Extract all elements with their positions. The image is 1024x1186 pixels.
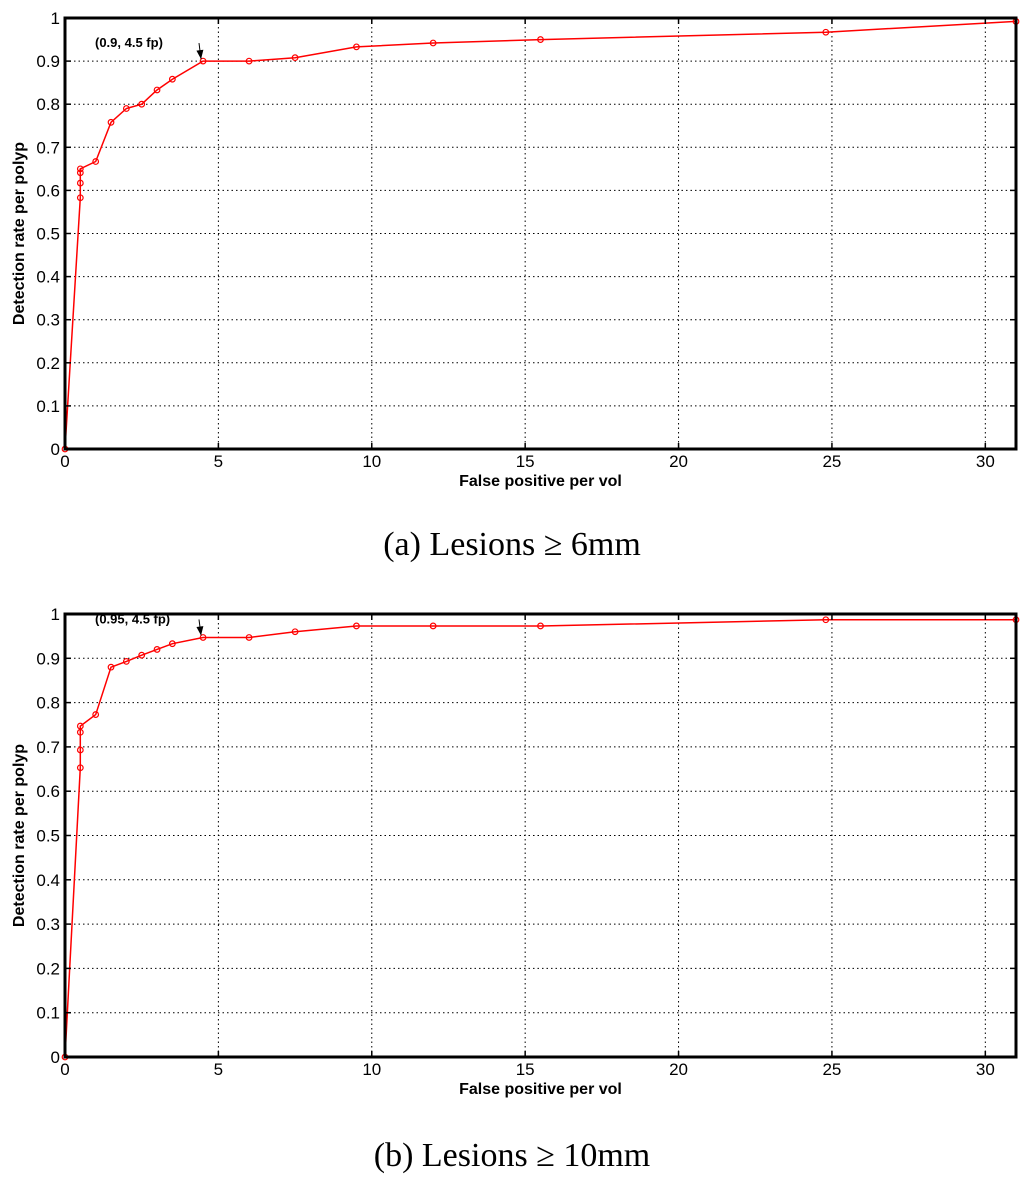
caption-a: (a) Lesions ≥ 6mm <box>383 526 641 563</box>
x-tick-label: 5 <box>214 1060 223 1079</box>
data-point <box>76 728 84 736</box>
y-tick-label: 0.5 <box>36 225 60 244</box>
x-axis-title: False positive per vol <box>459 1081 622 1098</box>
y-tick-label: 0.2 <box>36 959 60 978</box>
annotation-label: (0.9, 4.5 fp) <box>95 35 163 50</box>
x-tick-label: 25 <box>822 452 841 471</box>
data-point <box>138 651 146 659</box>
y-tick-label: 0.7 <box>36 138 60 157</box>
data-point <box>107 118 115 126</box>
data-point <box>76 165 84 173</box>
data-point <box>153 86 161 94</box>
y-tick-label: 0.3 <box>36 311 60 330</box>
annotation-arrowhead <box>196 49 204 60</box>
roc-chart-b: 0 5 10 15 20 25 30 0 0.1 0.2 0.3 0.4 0.5 0.6 0.7 0.8 0.9… <box>11 605 1020 1098</box>
annotation-label: (0.95, 4.5 fp) <box>95 611 170 626</box>
chart-panel-b: 0 5 10 15 20 25 30 0 0.1 0.2 0.3 0.4 0.5 0.6 0.7 0.8 0.9… <box>0 593 1024 1186</box>
data-point <box>76 194 84 202</box>
x-tick-label: 0 <box>60 452 69 471</box>
plot-frame <box>63 16 1018 451</box>
data-point <box>76 746 84 754</box>
x-tick-label: 10 <box>362 452 381 471</box>
y-tick-label: 0.9 <box>36 649 60 668</box>
y-tick-label: 0.4 <box>36 871 60 890</box>
data-point <box>822 616 830 624</box>
x-tick-label: 5 <box>214 452 223 471</box>
data-point <box>353 622 360 630</box>
series-line <box>64 619 1016 1058</box>
data-point <box>291 628 299 636</box>
y-tick-label: 0 <box>51 440 60 459</box>
data-point <box>429 622 437 630</box>
y-tick-label: 0.1 <box>36 397 60 416</box>
data-point <box>291 54 299 62</box>
data-point <box>76 764 84 772</box>
x-tick-label: 0 <box>60 1060 69 1079</box>
x-tick-label: 30 <box>976 1060 995 1079</box>
y-tick-label: 0.9 <box>36 52 60 71</box>
annotation-arrowhead <box>196 626 204 636</box>
data-point <box>822 28 830 36</box>
roc-chart-a: 0 5 10 15 20 25 30 0 0.1 0.2 0.3 0.4 0.5 0.6 0.7 0.8 0.9… <box>11 9 1020 490</box>
y-tick-label: 0.8 <box>36 694 60 713</box>
x-tick-label: 20 <box>669 1060 688 1079</box>
x-tick-label: 20 <box>669 452 688 471</box>
y-axis-title: Detection rate per polyp <box>11 744 28 927</box>
data-point <box>76 722 84 730</box>
y-tick-label: 0.6 <box>36 181 60 200</box>
y-tick-label: 1 <box>51 605 60 624</box>
y-tick-label: 0.1 <box>36 1004 60 1023</box>
x-tick-label: 15 <box>516 1060 535 1079</box>
y-tick-label: 0.4 <box>36 268 60 287</box>
caption-b: (b) Lesions ≥ 10mm <box>373 1137 651 1174</box>
series-line <box>64 20 1017 450</box>
x-axis-title: False positive per vol <box>459 473 622 490</box>
data-point <box>76 179 84 187</box>
data-point <box>199 634 207 641</box>
data-point <box>138 100 146 108</box>
x-tick-label: 15 <box>516 452 535 471</box>
data-point <box>537 36 544 43</box>
data-point <box>199 57 207 65</box>
data-point <box>76 169 84 177</box>
y-axis-title: Detection rate per polyp <box>11 142 28 325</box>
plot-frame <box>63 612 1018 1059</box>
y-tick-label: 0.7 <box>36 738 60 757</box>
y-tick-label: 0 <box>51 1048 60 1067</box>
data-point <box>107 663 115 671</box>
y-tick-label: 0.8 <box>36 95 60 114</box>
x-tick-label: 10 <box>362 1060 381 1079</box>
data-point <box>429 39 437 47</box>
data-point <box>122 658 130 665</box>
data-point <box>92 158 100 165</box>
y-tick-label: 0.6 <box>36 782 60 801</box>
y-tick-label: 0.3 <box>36 915 60 934</box>
data-point <box>537 622 544 630</box>
y-tick-label: 0.5 <box>36 827 60 846</box>
data-point <box>122 105 130 112</box>
chart-panel-a: 0 5 10 15 20 25 30 0 0.1 0.2 0.3 0.4 0.5 0.6 0.7 0.8 0.9… <box>11 9 1020 563</box>
data-point <box>245 57 253 65</box>
data-point <box>353 43 360 51</box>
data-point <box>168 640 176 648</box>
data-point <box>168 75 176 83</box>
data-point <box>245 634 253 641</box>
x-tick-label: 25 <box>822 1060 841 1079</box>
x-tick-label: 30 <box>976 452 995 471</box>
y-tick-label: 1 <box>51 9 60 28</box>
data-point <box>92 711 100 718</box>
y-tick-label: 0.2 <box>36 354 60 373</box>
data-point <box>153 646 161 653</box>
